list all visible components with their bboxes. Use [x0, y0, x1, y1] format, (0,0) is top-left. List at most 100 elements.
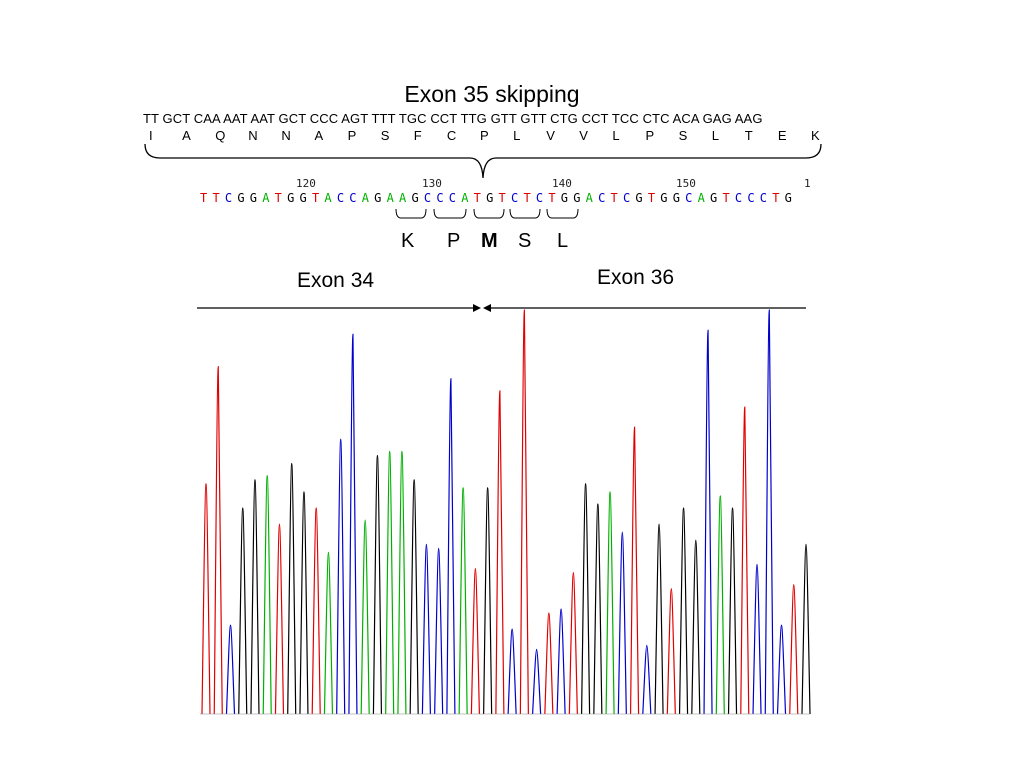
- nucleotide: T: [274, 191, 282, 205]
- trace-peak: [238, 507, 248, 715]
- nucleotide: C: [535, 191, 544, 205]
- nucleotide: G: [784, 191, 792, 205]
- position-label: 140: [552, 177, 572, 190]
- trace-peak: [605, 491, 615, 715]
- trace-peak: [385, 450, 395, 715]
- trace-peak: [201, 483, 211, 715]
- trace-peak: [727, 507, 738, 715]
- nucleotide: C: [423, 191, 432, 205]
- position-label: 120: [296, 177, 316, 190]
- nucleotide: G: [411, 191, 419, 205]
- position-label: 1: [804, 177, 811, 190]
- trace-peak: [225, 624, 236, 715]
- codon-bracket: [395, 208, 427, 219]
- trace-peak: [262, 475, 272, 715]
- position-label: 150: [676, 177, 696, 190]
- amino-acid: C: [446, 128, 457, 143]
- trace-peak: [470, 567, 480, 715]
- amino-acid: E: [777, 128, 787, 143]
- amino-acid: A: [314, 128, 324, 143]
- nucleotide: C: [685, 191, 693, 205]
- amino-acid: A: [182, 128, 191, 143]
- nucleotide: C: [747, 191, 755, 205]
- amino-acid: V: [546, 128, 555, 143]
- amino-acid: P: [480, 128, 489, 143]
- amino-acid: T: [744, 128, 753, 143]
- amino-acid: I: [149, 128, 153, 143]
- amino-acid: Q: [215, 128, 226, 143]
- mutant-amino-acid: P: [447, 230, 461, 252]
- nucleotide: G: [486, 191, 494, 205]
- nucleotide: C: [224, 191, 233, 205]
- trace-peak: [250, 479, 260, 715]
- figure-title: Exon 35 skipping: [404, 81, 580, 107]
- trace-peak: [580, 483, 591, 715]
- trace-peak: [593, 503, 603, 715]
- trace-peak: [360, 519, 370, 715]
- exon-36-label: Exon 36: [597, 266, 675, 289]
- nucleotide: C: [622, 191, 631, 205]
- nucleotide: C: [448, 191, 457, 205]
- amino-acid: K: [811, 128, 820, 143]
- nucleotide: G: [635, 191, 643, 205]
- trace-peak: [458, 487, 468, 715]
- amino-acid: P: [645, 128, 655, 143]
- trace-peak: [703, 329, 713, 715]
- trace-peak: [336, 438, 346, 715]
- nucleotide: C: [511, 191, 519, 205]
- trace-peak: [274, 523, 285, 715]
- trace-peak: [409, 479, 419, 715]
- nucleotide: A: [361, 191, 369, 205]
- amino-acid: S: [678, 128, 688, 143]
- nucleotide: T: [498, 191, 506, 205]
- trace-peak: [678, 507, 689, 715]
- amino-acid: V: [579, 128, 588, 143]
- nucleotide: T: [722, 191, 730, 205]
- trace-peak: [617, 531, 627, 715]
- nucleotide: A: [386, 191, 394, 205]
- nucleotide: C: [436, 191, 444, 205]
- nucleotide: T: [473, 191, 481, 205]
- amino-acid: P: [347, 128, 357, 143]
- nucleotide: C: [598, 191, 606, 205]
- trace-peak: [789, 584, 799, 715]
- trace-peak: [446, 378, 456, 715]
- exon-34-arrowhead: [473, 304, 481, 312]
- nucleotide: G: [299, 191, 307, 205]
- position-label: 130: [422, 177, 442, 190]
- trace-peak: [372, 454, 383, 715]
- trace-peak: [691, 539, 701, 715]
- trace-peak: [323, 551, 334, 715]
- nucleotide: G: [287, 191, 295, 205]
- trace-peak: [299, 491, 309, 715]
- mutant-amino-acid: M: [481, 230, 498, 252]
- codon-bracket: [509, 208, 541, 219]
- exon-34-label: Exon 34: [297, 269, 375, 292]
- codon-bracket: [546, 208, 579, 219]
- trace-peak: [213, 365, 223, 715]
- nucleotide: A: [399, 191, 407, 205]
- amino-acid: L: [612, 128, 620, 143]
- trace-peak: [544, 612, 554, 715]
- nucleotide: A: [585, 191, 593, 205]
- trace-peak: [654, 523, 664, 715]
- amino-acid: L: [711, 128, 719, 143]
- nucleotide: A: [461, 191, 469, 205]
- trace-peak: [434, 547, 444, 715]
- sequence-position-labels: 120 130 140 150 1: [200, 177, 820, 191]
- nucleotide: G: [710, 191, 718, 205]
- trace-peak: [801, 543, 811, 715]
- exon-36-arrowhead: [483, 304, 491, 312]
- trace-peak: [776, 624, 787, 715]
- trace-peak: [397, 450, 407, 715]
- mutant-amino-acid: K: [401, 230, 415, 252]
- trace-peak: [287, 462, 297, 715]
- trace-peak: [752, 563, 762, 715]
- nucleotide: G: [573, 191, 581, 205]
- nucleotide: C: [759, 191, 768, 205]
- trace-peak: [556, 608, 566, 715]
